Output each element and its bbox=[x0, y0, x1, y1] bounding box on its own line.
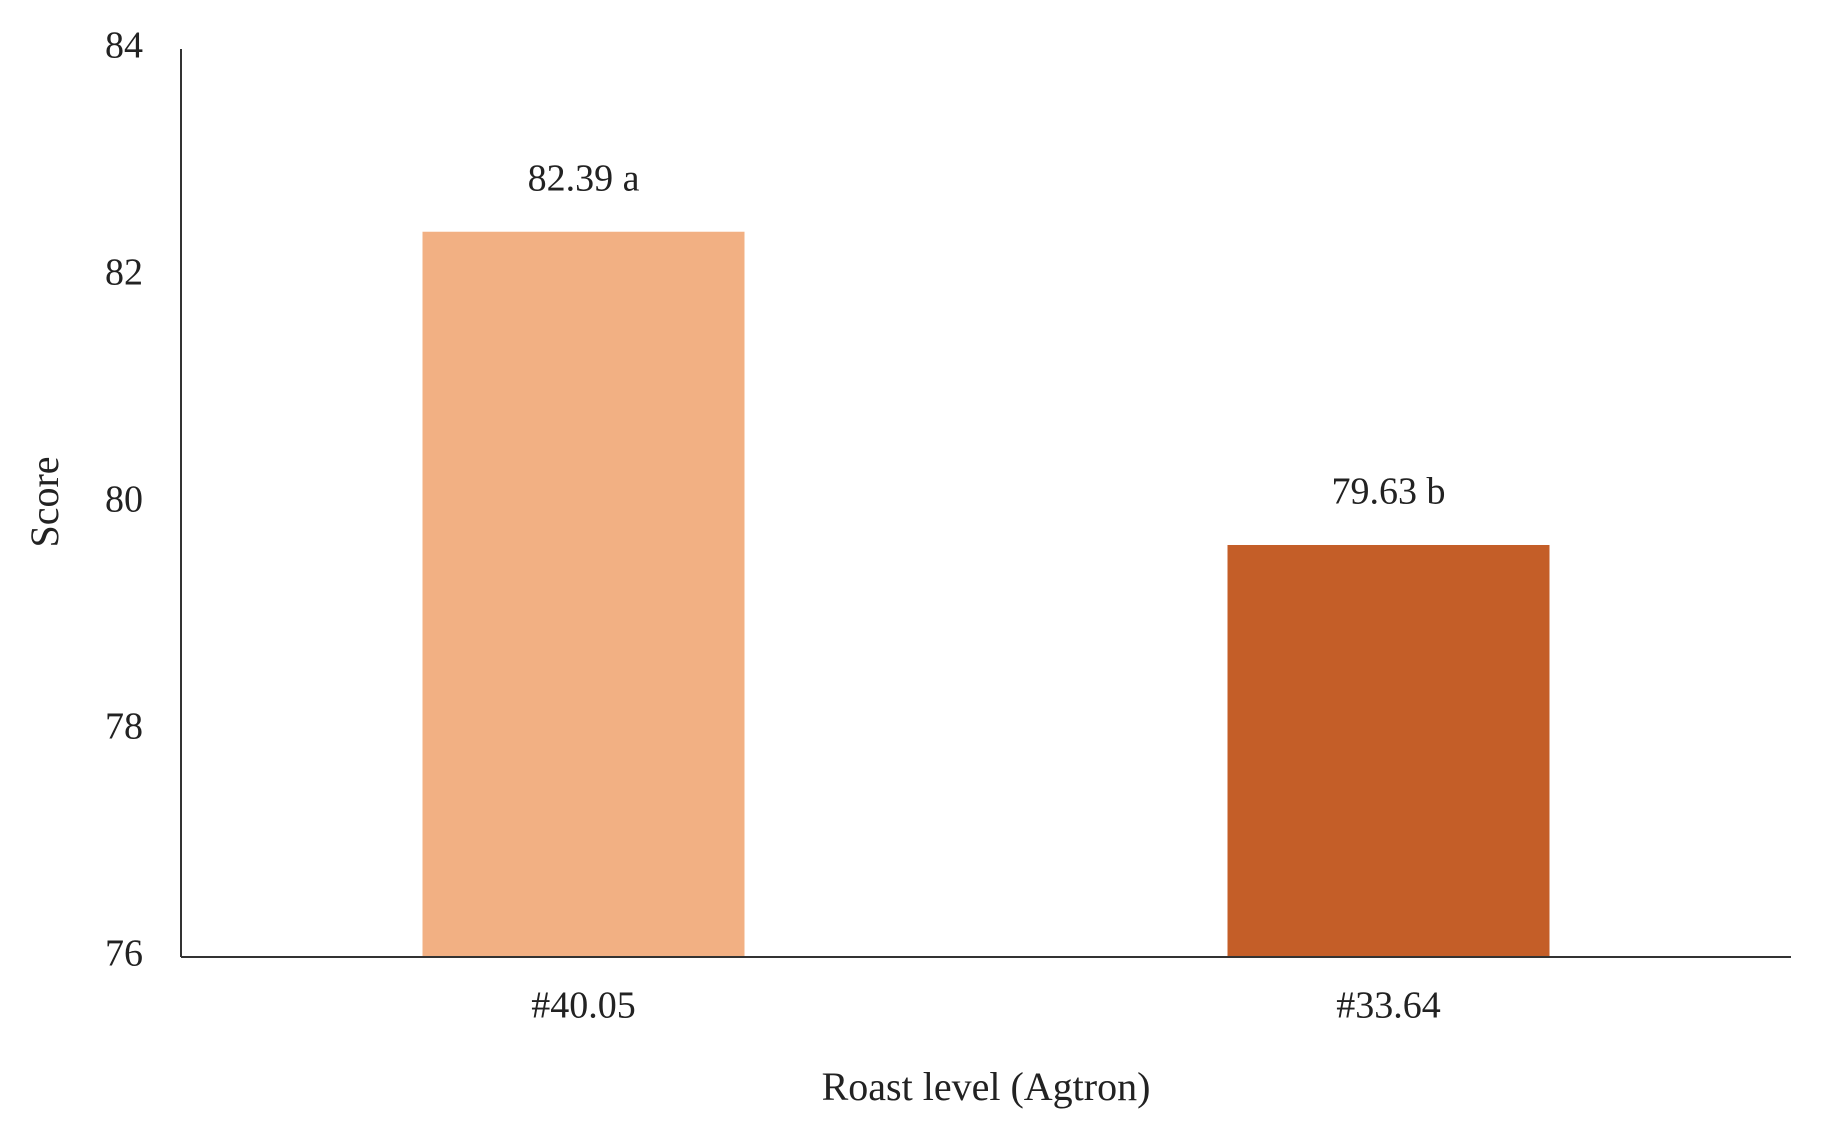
value-label: 79.63 b bbox=[1332, 471, 1446, 513]
value-label: 82.39 a bbox=[528, 157, 640, 199]
x-axis-label: Roast level (Agtron) bbox=[822, 1064, 1151, 1109]
y-tick-label: 82 bbox=[105, 252, 143, 294]
bar bbox=[1227, 544, 1550, 957]
x-tick-label: #33.64 bbox=[1336, 985, 1441, 1027]
y-tick-label: 84 bbox=[105, 25, 143, 67]
y-tick-label: 78 bbox=[105, 706, 143, 748]
y-axis-label: Score bbox=[22, 456, 67, 547]
x-tick-label: #40.05 bbox=[531, 985, 636, 1027]
y-tick-label: 80 bbox=[105, 479, 143, 521]
bar bbox=[422, 231, 745, 958]
y-tick-label: 76 bbox=[105, 933, 143, 975]
